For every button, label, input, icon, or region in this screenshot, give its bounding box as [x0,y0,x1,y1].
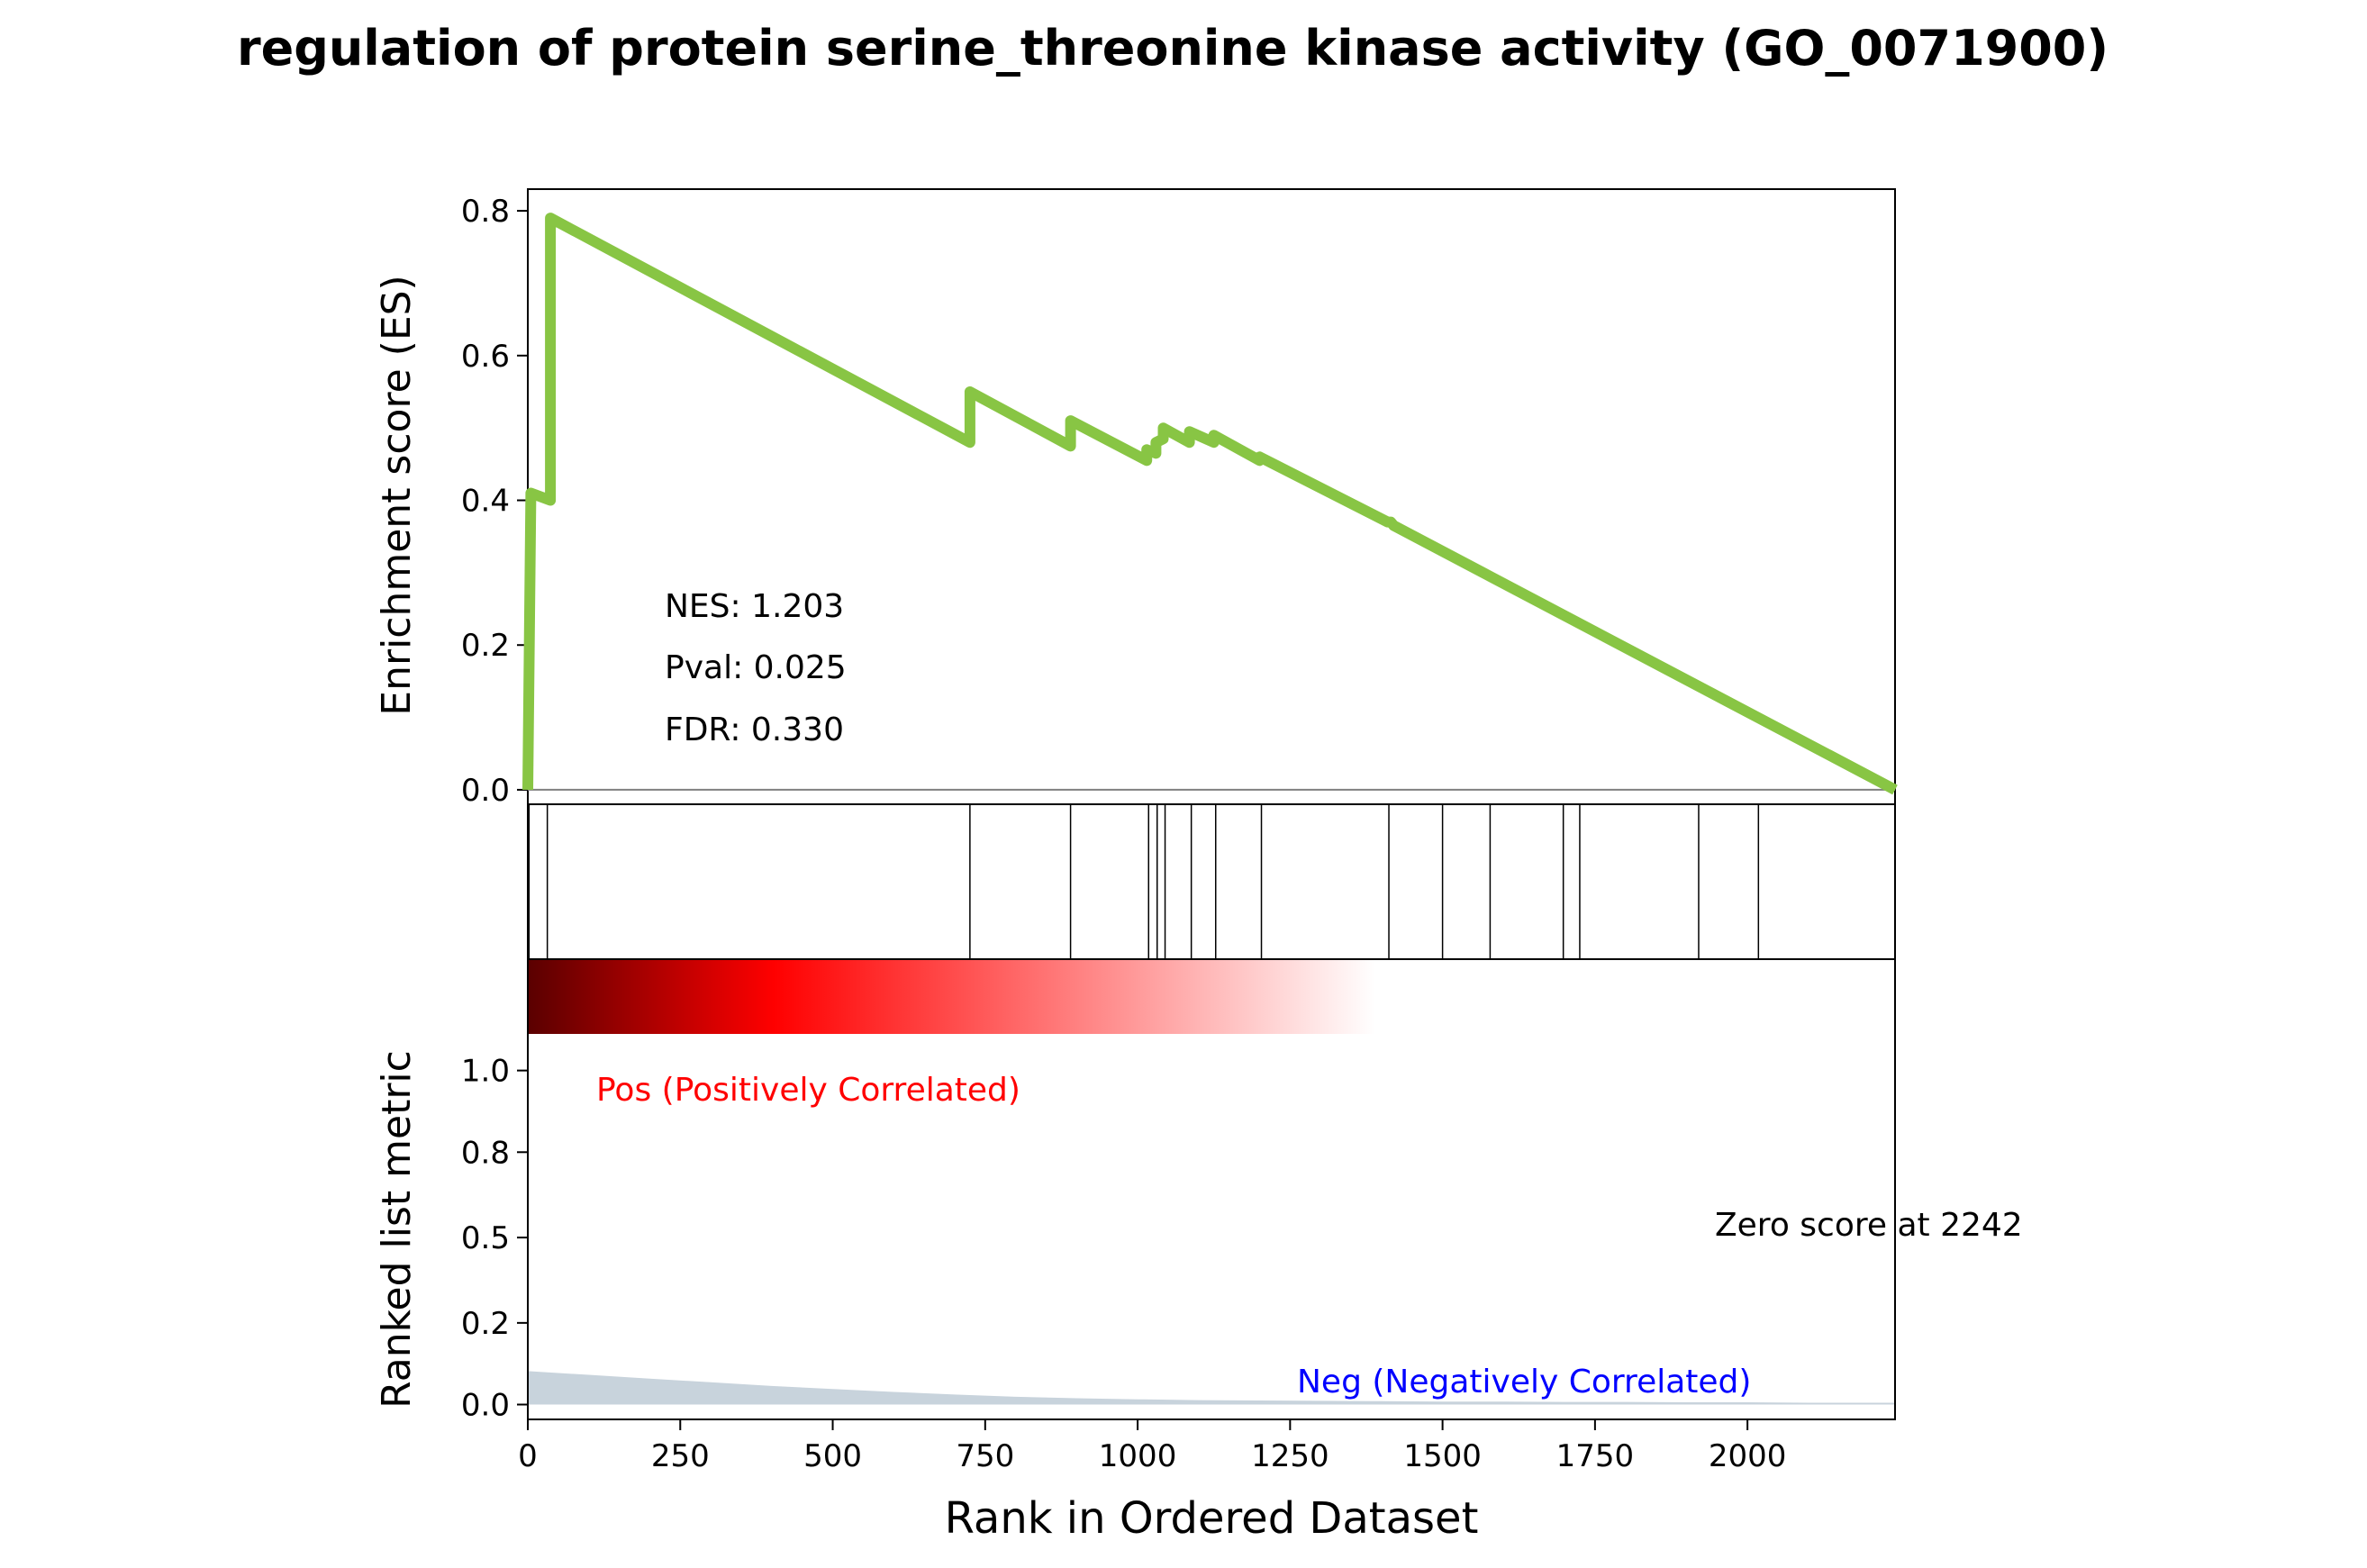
x-tick-label: 1250 [1251,1438,1329,1474]
x-tick-label: 1000 [1099,1438,1177,1474]
zero-score-label: Zero score at 2242 [1715,1207,2023,1244]
metric-y-ticks: 0.0 0.2 0.5 0.8 1.0 [461,1054,528,1424]
x-tick-label: 2000 [1709,1438,1787,1474]
es-y-tick-label: 0.6 [461,339,510,375]
metric-y-tick-label: 1.0 [461,1054,510,1090]
metric-y-axis-label: Ranked list metric [374,1050,420,1409]
x-tick-label: 750 [956,1438,1014,1474]
x-tick-label: 1500 [1403,1438,1482,1474]
gene-hit-lines [528,804,1760,959]
chart-title: regulation of protein serine_threonine k… [237,20,2109,77]
x-tick-label: 500 [803,1438,862,1474]
nes-stat: NES: 1.203 [665,588,844,625]
es-y-tick-label: 0.4 [461,484,510,520]
metric-panel: 0.0 0.2 0.5 0.8 1.0 0 250 500 750 1000 1250 1500 17… [374,958,2023,1544]
positive-correlated-label: Pos (Positively Correlated) [596,1072,1020,1109]
hits-panel-frame [527,803,1896,960]
es-panel: 0.0 0.2 0.4 0.6 0.8 Enrichment score (ES) NE… [374,188,1898,809]
ranked-metric-area [528,1371,1895,1405]
metric-y-tick-label: 0.0 [461,1388,510,1424]
es-y-axis-label: Enrichment score (ES) [374,275,420,715]
es-y-tick-label: 0.0 [461,773,510,809]
es-y-tick-label: 0.8 [461,194,510,230]
es-y-tick-label: 0.2 [461,628,510,664]
fdr-stat: FDR: 0.330 [665,711,844,748]
metric-y-tick-label: 0.2 [461,1306,510,1342]
es-y-ticks: 0.0 0.2 0.4 0.6 0.8 [461,194,528,809]
x-tick-label: 1750 [1556,1438,1635,1474]
x-tick-label: 250 [651,1438,710,1474]
negative-correlated-label: Neg (Negatively Correlated) [1297,1364,1751,1400]
x-axis-label: Rank in Ordered Dataset [945,1493,1479,1544]
pval-stat: Pval: 0.025 [665,649,847,686]
x-tick-label: 0 [518,1438,538,1474]
rank-heatmap-bar [528,959,1895,1034]
metric-y-tick-label: 0.8 [461,1135,510,1171]
hits-panel [527,803,1896,960]
es-line [522,213,1898,795]
metric-y-tick-label: 0.5 [461,1220,510,1256]
metric-panel-frame [527,958,1896,1420]
x-axis-ticks: 0 250 500 750 1000 1250 1500 1750 2000 [518,1419,1786,1474]
